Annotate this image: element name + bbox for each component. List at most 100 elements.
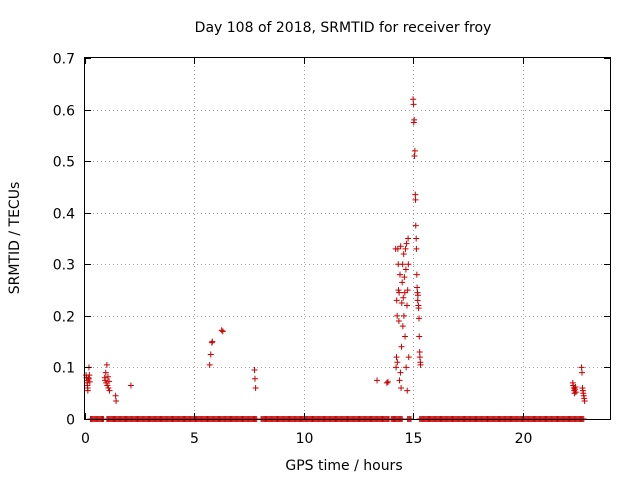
data-point <box>104 382 111 389</box>
data-point <box>399 323 406 330</box>
data-point <box>405 261 412 268</box>
data-point <box>384 378 391 385</box>
data-point <box>393 354 400 361</box>
data-point <box>579 369 585 376</box>
data-point <box>401 289 408 296</box>
y-tick-label: 0.6 <box>53 104 75 120</box>
data-point <box>396 289 403 296</box>
data-point <box>416 354 423 361</box>
data-point <box>404 287 411 294</box>
y-tick-labels: 0 0.1 0.2 0.3 0.4 0.5 0.6 0.7 <box>53 52 75 429</box>
data-points <box>83 96 588 422</box>
data-point <box>85 375 92 382</box>
data-point <box>394 312 401 319</box>
data-point <box>397 243 404 250</box>
data-point <box>397 369 404 376</box>
x-tick-label: 20 <box>515 431 533 447</box>
data-point <box>414 284 421 291</box>
data-point <box>403 364 410 371</box>
data-point <box>413 235 420 242</box>
data-point <box>104 373 111 380</box>
data-point <box>207 351 214 358</box>
data-point <box>218 327 225 334</box>
data-point <box>105 385 112 392</box>
data-point <box>383 379 390 386</box>
data-point <box>414 292 421 299</box>
data-point <box>415 305 422 312</box>
data-point <box>572 384 579 391</box>
grid-lines <box>85 58 610 419</box>
data-point <box>412 191 419 198</box>
data-point <box>416 348 423 355</box>
data-point <box>394 245 401 252</box>
data-point <box>400 250 407 257</box>
data-point <box>405 235 412 242</box>
data-point <box>251 367 258 374</box>
x-tick-label: 15 <box>405 431 423 447</box>
data-point <box>400 312 407 319</box>
data-point <box>404 302 410 309</box>
data-point <box>398 385 405 392</box>
y-tick-label: 0.4 <box>53 207 75 223</box>
data-point <box>405 354 412 361</box>
data-point <box>399 279 406 286</box>
data-point <box>578 364 585 371</box>
data-point <box>400 294 407 301</box>
data-point <box>209 338 216 345</box>
y-tick-label: 0.3 <box>53 258 75 274</box>
y-tick-label: 0.1 <box>53 361 75 377</box>
data-point <box>395 287 402 294</box>
data-point <box>102 377 109 384</box>
data-point <box>411 147 418 154</box>
data-point <box>84 387 91 394</box>
y-tick-label: 0 <box>66 413 75 429</box>
data-point <box>416 333 423 340</box>
data-point <box>402 333 409 340</box>
data-point <box>414 297 421 304</box>
data-point <box>103 361 110 368</box>
axis-ticks <box>85 58 610 420</box>
x-tick-label: 5 <box>190 431 199 447</box>
y-axis-label: SRMTID / TECUs <box>7 182 23 295</box>
y-tick-label: 0.5 <box>53 155 75 171</box>
data-point <box>395 318 402 325</box>
data-point <box>403 240 410 247</box>
data-point <box>411 152 418 159</box>
data-point <box>374 377 381 384</box>
plot-frame <box>84 57 611 420</box>
data-point <box>402 266 409 273</box>
chart-title: Day 108 of 2018, SRMTID for receiver fro… <box>195 20 492 36</box>
data-point <box>106 378 113 385</box>
data-point <box>112 392 119 399</box>
data-point <box>393 297 400 304</box>
x-tick-labels: 0 5 10 15 20 <box>81 431 532 447</box>
data-point <box>581 397 588 404</box>
data-point <box>410 96 417 103</box>
data-point <box>252 385 259 392</box>
y-tick-label: 0.7 <box>53 52 75 68</box>
data-point <box>396 377 403 384</box>
data-point <box>410 101 417 108</box>
data-point <box>399 261 406 268</box>
data-point <box>398 343 405 350</box>
data-point <box>397 271 403 278</box>
data-point <box>412 196 419 203</box>
data-point <box>127 382 134 389</box>
data-point <box>251 375 258 382</box>
data-point <box>412 222 419 229</box>
data-point <box>413 271 420 278</box>
data-point <box>102 369 109 376</box>
data-point <box>86 378 93 385</box>
x-tick-label: 0 <box>81 431 90 447</box>
data-point <box>413 245 420 252</box>
data-point <box>417 361 424 368</box>
data-point <box>398 299 405 306</box>
data-point <box>401 274 408 281</box>
data-point <box>206 361 213 368</box>
data-point <box>572 389 579 396</box>
x-axis-label: GPS time / hours <box>285 458 402 474</box>
data-point <box>411 116 418 123</box>
data-point <box>416 315 423 322</box>
data-point <box>402 245 409 252</box>
